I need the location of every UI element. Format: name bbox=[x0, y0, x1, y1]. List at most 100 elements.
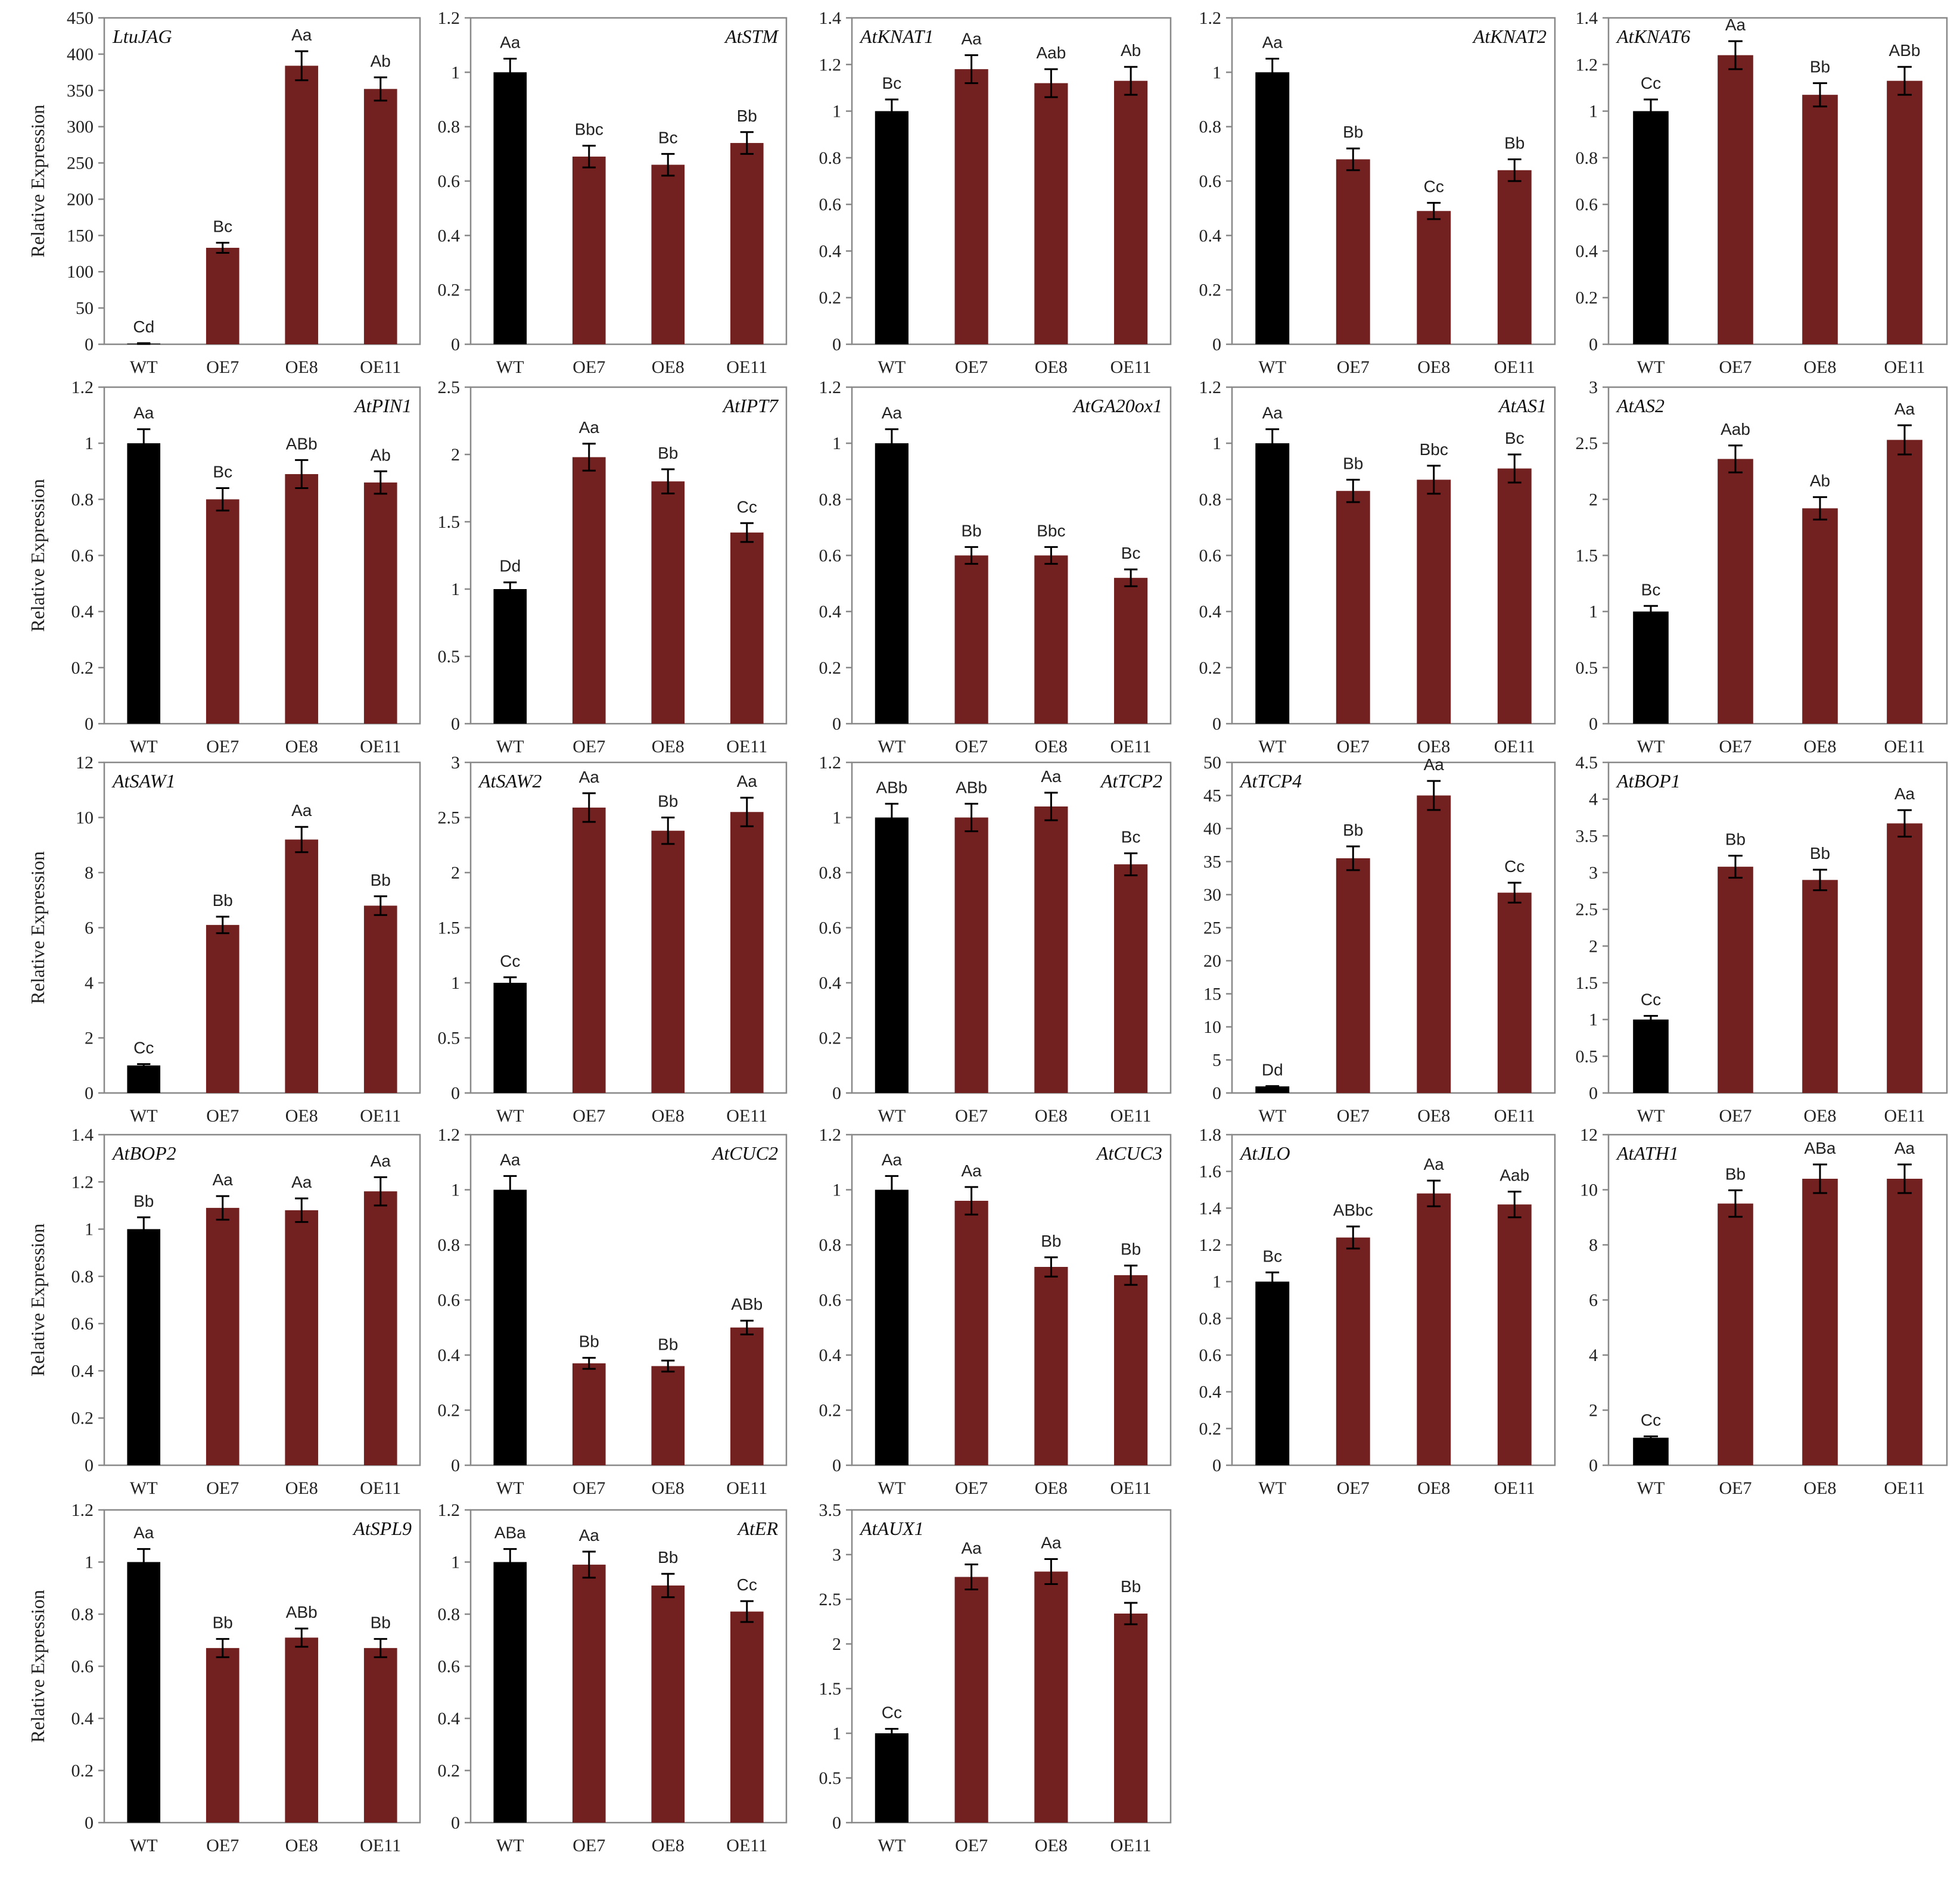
y-tick-label: 25 bbox=[1203, 918, 1221, 938]
gene-title: AtKNAT6 bbox=[1616, 26, 1690, 47]
significance-letter: Aa bbox=[882, 1150, 903, 1169]
y-tick-label: 1 bbox=[85, 434, 94, 453]
error-bar bbox=[1346, 1225, 1360, 1250]
error-bar bbox=[295, 459, 309, 489]
y-tick-label: 0 bbox=[832, 714, 841, 734]
bar-oe11 bbox=[1497, 170, 1532, 344]
significance-letter: Aa bbox=[500, 1150, 521, 1169]
y-tick-label: 3 bbox=[832, 1545, 841, 1565]
bar-wt bbox=[493, 1562, 527, 1823]
y-tick-label: 2 bbox=[85, 1029, 94, 1048]
y-tick-label: 1.4 bbox=[1576, 8, 1598, 28]
significance-letter: Bbc bbox=[1037, 521, 1065, 540]
y-tick-label: 0.8 bbox=[1576, 148, 1598, 168]
error-bar bbox=[1644, 1015, 1658, 1024]
y-tick-label: 0.6 bbox=[819, 195, 842, 214]
y-tick-label: 100 bbox=[67, 262, 94, 282]
x-tick-label: OE7 bbox=[1337, 1106, 1370, 1126]
y-tick-label: 1.2 bbox=[819, 1125, 842, 1145]
bar-oe7 bbox=[572, 1564, 606, 1823]
x-tick-label: OE7 bbox=[955, 1478, 988, 1498]
significance-letter: Bb bbox=[1041, 1232, 1061, 1250]
significance-letter: Bb bbox=[1121, 1240, 1141, 1259]
y-tick-label: 1.2 bbox=[819, 753, 842, 773]
bar-wt bbox=[493, 72, 527, 344]
gene-title: AtGA20ox1 bbox=[1072, 395, 1162, 416]
y-tick-label: 0.2 bbox=[438, 1761, 461, 1781]
y-tick-label: 15 bbox=[1203, 985, 1221, 1004]
bar-oe11 bbox=[1114, 1614, 1148, 1823]
y-tick-label: 1 bbox=[832, 1181, 841, 1200]
bar-oe8 bbox=[1417, 479, 1451, 724]
error-bar bbox=[1813, 496, 1827, 521]
plot-frame bbox=[851, 17, 1172, 345]
error-bar bbox=[1507, 158, 1522, 182]
y-tick-label: 0 bbox=[1212, 335, 1221, 354]
significance-letter: Cc bbox=[1641, 991, 1661, 1009]
error-bar bbox=[1728, 444, 1743, 474]
significance-letter: Cc bbox=[737, 497, 757, 516]
error-bar bbox=[1813, 1163, 1827, 1194]
y-tick-label: 1 bbox=[1212, 1272, 1221, 1292]
chart-panel-attcp2: 0 0.2 0.4 0.6 0.8 1 1.2 ABb WT ABb OE7 Aa OE8 Bc OE11 A… bbox=[819, 753, 1172, 1126]
bar-wt bbox=[875, 1189, 909, 1465]
y-tick-label: 0.4 bbox=[1199, 1382, 1222, 1402]
error-bar bbox=[1346, 478, 1360, 503]
x-tick-label: OE7 bbox=[1337, 737, 1370, 756]
y-tick-label: 10 bbox=[1580, 1181, 1598, 1200]
gene-title: AtPIN1 bbox=[353, 395, 412, 416]
gene-title: AtSAW1 bbox=[111, 770, 175, 792]
y-tick-label: 0.6 bbox=[819, 546, 842, 566]
chart-panel-ltujag: 0 50 100 150 200 250 300 350 400 450 Cd WT Bc OE7 Aa OE… bbox=[27, 8, 421, 377]
bar-oe7 bbox=[572, 807, 606, 1093]
bar-oe11 bbox=[730, 1327, 764, 1465]
significance-letter: Bc bbox=[1121, 828, 1141, 846]
error-bar bbox=[1728, 855, 1743, 879]
y-tick-label: 3.5 bbox=[1576, 826, 1598, 846]
chart-panel-atbop1: 0 0.5 1 1.5 2 2.5 3 3.5 4 4.5 Cc WT Bb OE7 Bb OE8 Aa OE11… bbox=[1576, 753, 1948, 1126]
significance-letter: Cc bbox=[133, 1038, 154, 1057]
chart-panel-atipt7: 0 0.5 1 1.5 2 2.5 Dd WT Aa OE7 Bb OE8 Cc OE11 AtIPT7 bbox=[438, 378, 788, 756]
error-bar bbox=[1044, 1256, 1058, 1278]
chart-panel-atas2: 0 0.5 1 1.5 2 2.5 3 Bc WT Aab OE7 Ab OE8 Aa OE11 AtAS2 bbox=[1576, 378, 1948, 756]
significance-letter: Aa bbox=[1894, 784, 1915, 803]
y-tick-label: 2 bbox=[832, 1634, 841, 1654]
y-tick-label: 0.6 bbox=[438, 1657, 461, 1677]
x-tick-label: OE7 bbox=[955, 357, 988, 377]
error-bar bbox=[216, 1638, 229, 1658]
significance-letter: ABb bbox=[956, 778, 987, 796]
error-bar bbox=[965, 802, 978, 833]
significance-letter: Bc bbox=[1121, 544, 1141, 562]
y-tick-label: 1.4 bbox=[1199, 1198, 1222, 1218]
error-bar bbox=[137, 428, 151, 459]
bar-oe7 bbox=[572, 1363, 606, 1465]
error-bar bbox=[137, 342, 151, 345]
bar-oe8 bbox=[1034, 555, 1068, 724]
y-tick-label: 35 bbox=[1203, 852, 1221, 872]
y-tick-label: 0.6 bbox=[819, 918, 842, 938]
x-tick-label: WT bbox=[496, 1836, 524, 1855]
significance-letter: Bb bbox=[1810, 844, 1830, 862]
x-tick-label: OE7 bbox=[955, 1836, 988, 1855]
x-tick-label: OE11 bbox=[1494, 737, 1535, 756]
error-bar bbox=[1265, 428, 1280, 459]
x-tick-label: OE11 bbox=[1494, 1106, 1535, 1126]
bar-oe11 bbox=[730, 1611, 764, 1823]
y-tick-label: 4 bbox=[1589, 1346, 1598, 1365]
y-tick-label: 0 bbox=[1589, 335, 1598, 354]
bar-oe7 bbox=[954, 1201, 988, 1465]
gene-title: AtKNAT2 bbox=[1472, 26, 1547, 47]
x-tick-label: OE8 bbox=[1417, 737, 1450, 756]
x-tick-label: OE7 bbox=[573, 357, 605, 377]
y-tick-label: 0 bbox=[85, 1083, 94, 1103]
error-bar bbox=[1044, 792, 1058, 821]
y-tick-label: 0.8 bbox=[71, 490, 94, 509]
y-tick-label: 0 bbox=[85, 714, 94, 734]
y-tick-label: 1.2 bbox=[819, 55, 842, 74]
gene-title: LtuJAG bbox=[112, 26, 172, 47]
error-bar bbox=[503, 58, 517, 87]
error-bar bbox=[1044, 1558, 1058, 1585]
error-bar bbox=[965, 1186, 978, 1216]
y-tick-label: 0.8 bbox=[71, 1267, 94, 1287]
significance-letter: Bc bbox=[658, 128, 678, 147]
